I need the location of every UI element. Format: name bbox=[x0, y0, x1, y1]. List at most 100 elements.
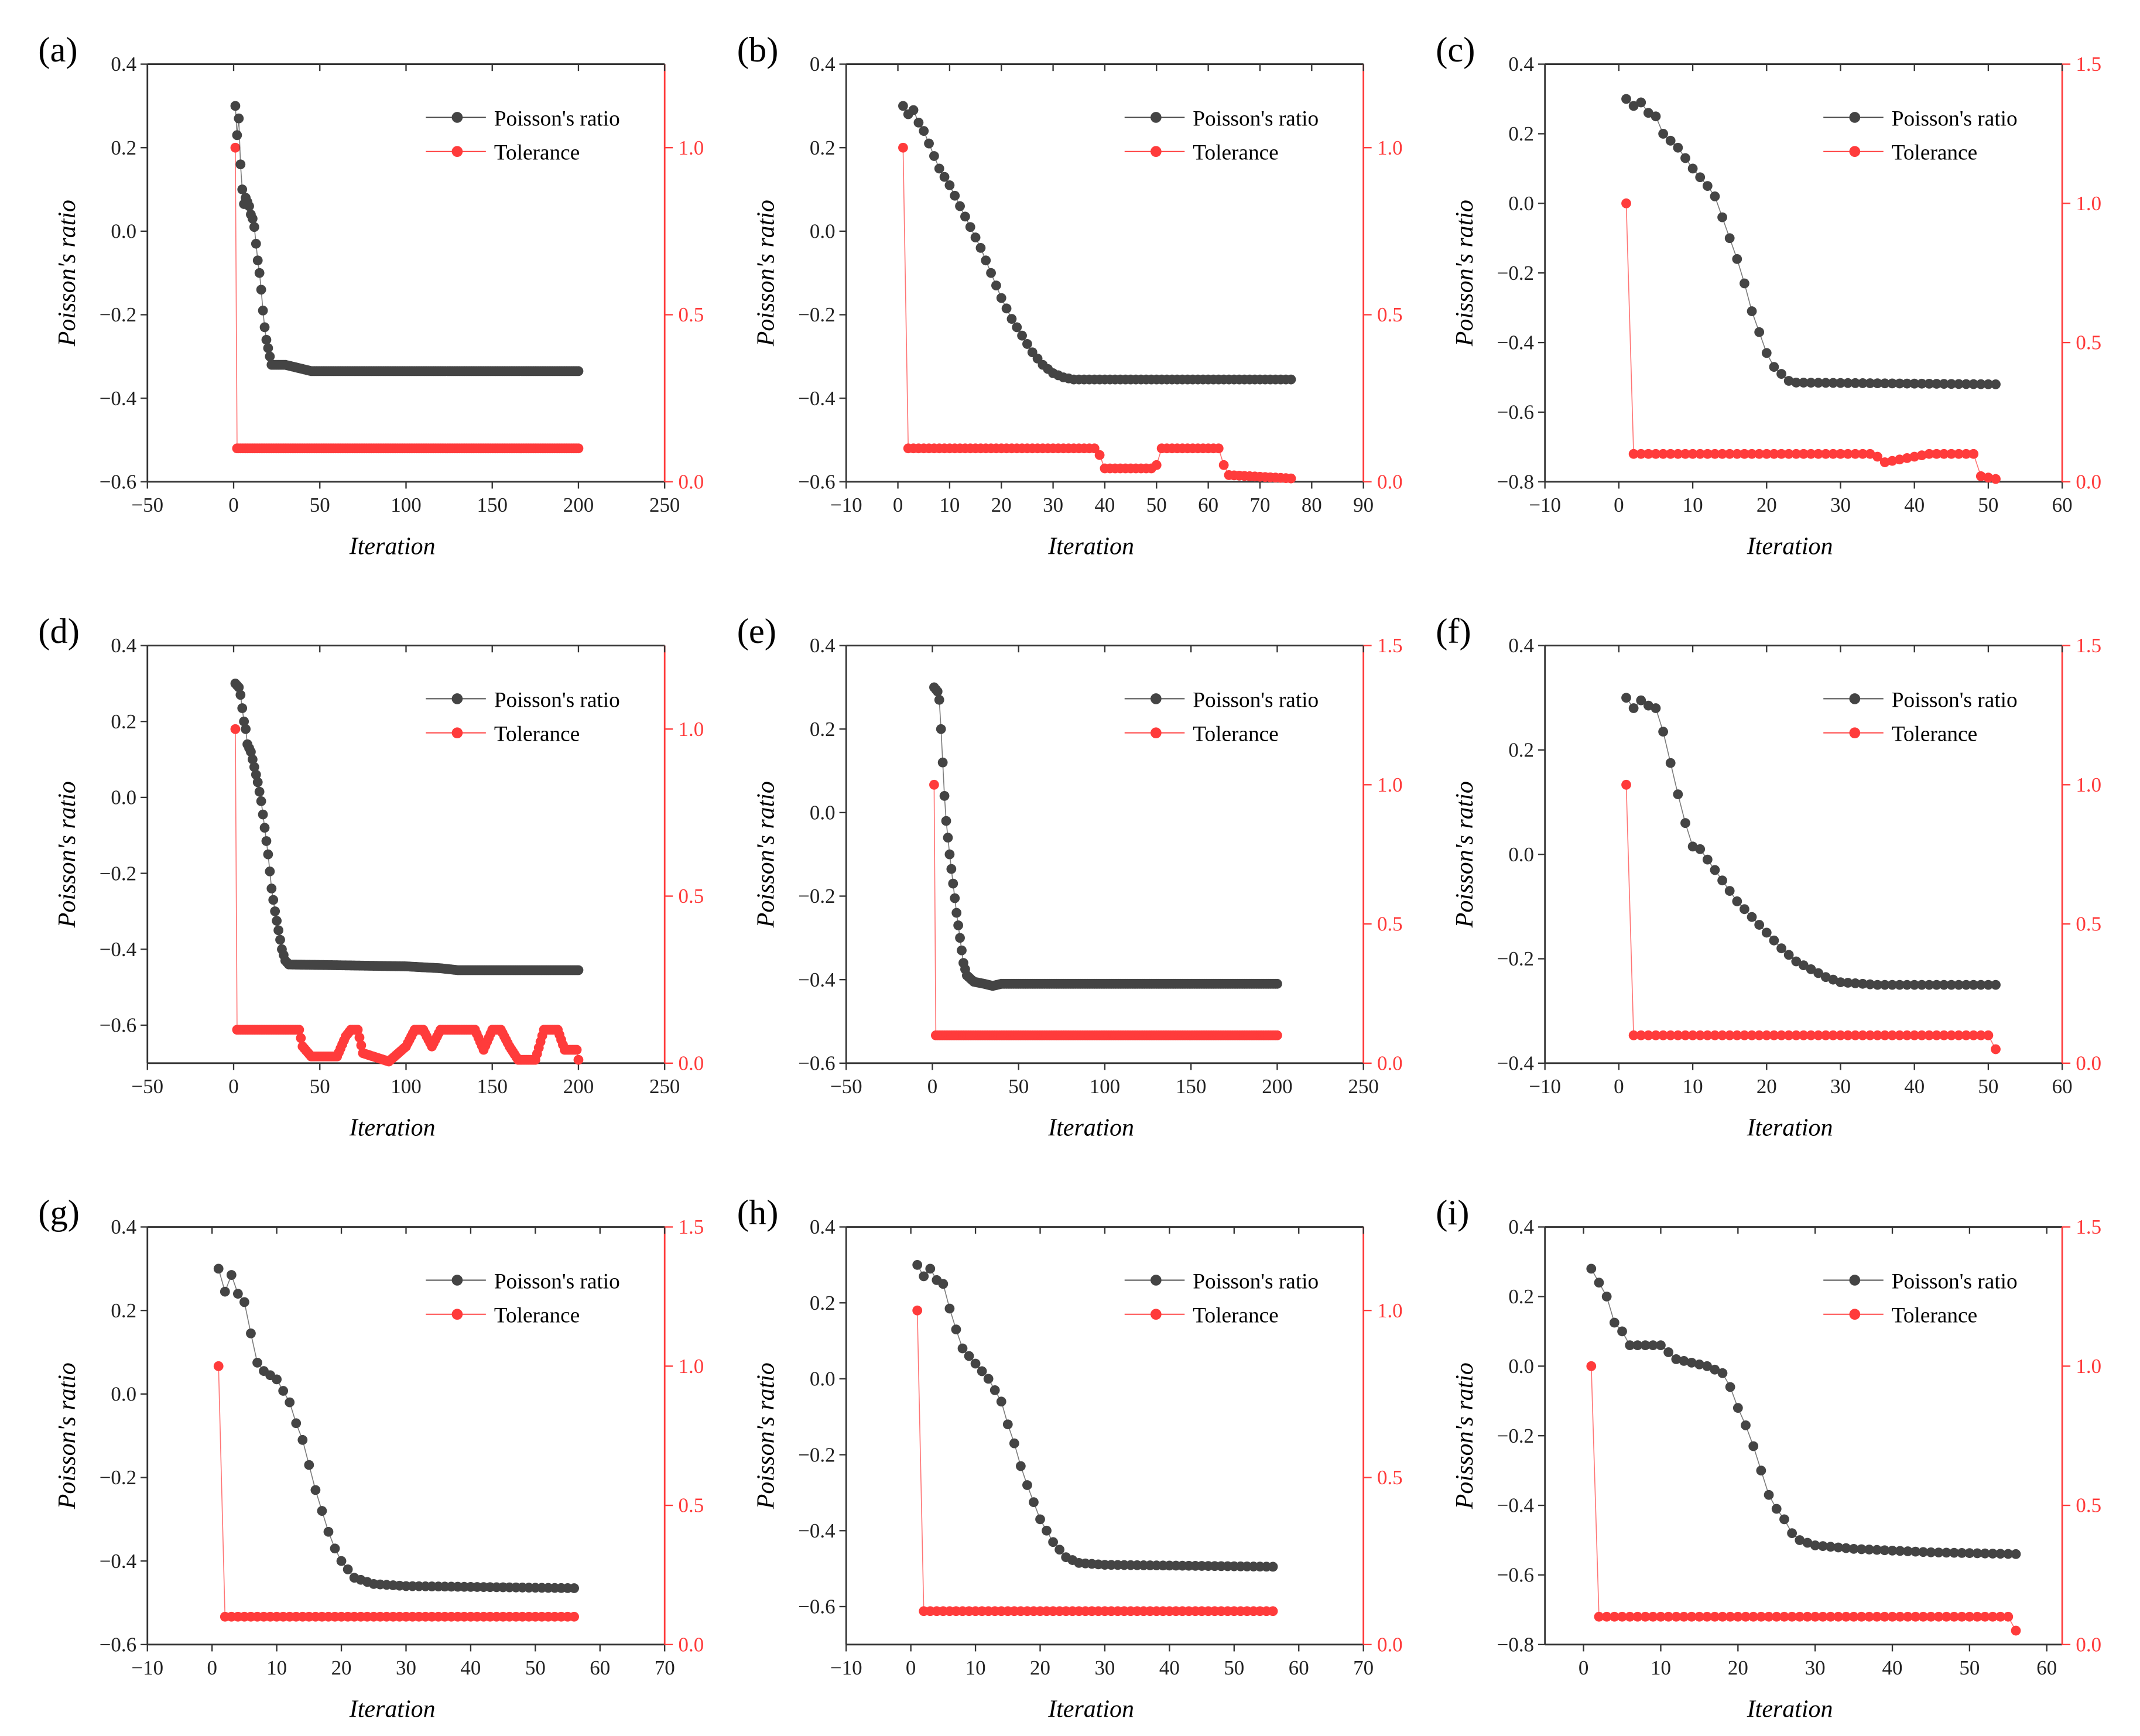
x-tick-label: 20 bbox=[1728, 1656, 1748, 1679]
y-tick-label: −0.6 bbox=[798, 470, 835, 493]
poisson-point bbox=[986, 268, 996, 278]
tolerance-point bbox=[1813, 448, 1824, 459]
tolerance-point bbox=[1636, 1030, 1646, 1040]
poisson-point bbox=[261, 836, 272, 846]
poisson-point bbox=[258, 809, 268, 820]
tolerance-point bbox=[1895, 1611, 1905, 1622]
x-tick-label: 100 bbox=[391, 494, 421, 516]
legend-tolerance: Tolerance bbox=[494, 1304, 580, 1328]
tolerance-point bbox=[1946, 448, 1957, 459]
legend-poisson: Poisson's ratio bbox=[1193, 1269, 1319, 1293]
y-tick-label: 0.0 bbox=[1508, 192, 1534, 215]
tolerance-point bbox=[1836, 1030, 1845, 1040]
tolerance-point bbox=[1787, 1611, 1797, 1622]
x-tick-label: 70 bbox=[655, 1656, 675, 1679]
y2-tick-label: 1.0 bbox=[1377, 136, 1403, 159]
x-tick-label: 150 bbox=[477, 494, 508, 516]
poisson-point bbox=[1001, 303, 1012, 314]
legend-marker bbox=[1849, 112, 1861, 123]
poisson-point bbox=[1724, 233, 1735, 244]
x-axis-title: Iteration bbox=[349, 533, 436, 560]
tolerance-point bbox=[1586, 1361, 1597, 1371]
poisson-point bbox=[1761, 927, 1772, 938]
y-tick-label: −0.4 bbox=[798, 968, 835, 991]
x-tick-label: 30 bbox=[1805, 1656, 1826, 1679]
tolerance-point bbox=[1702, 448, 1713, 459]
tolerance-point bbox=[1806, 448, 1816, 459]
x-tick-label: 60 bbox=[2036, 1656, 2057, 1679]
poisson-point bbox=[573, 366, 584, 376]
tolerance-point bbox=[1213, 443, 1224, 454]
tolerance-point bbox=[1651, 448, 1661, 459]
poisson-point bbox=[1680, 153, 1690, 163]
poisson-point bbox=[230, 101, 241, 111]
legend-poisson: Poisson's ratio bbox=[494, 1269, 620, 1293]
tolerance-point bbox=[1663, 1611, 1674, 1622]
legend-marker bbox=[1849, 1275, 1861, 1286]
poisson-point bbox=[1687, 841, 1698, 852]
tolerance-point bbox=[1903, 1611, 1913, 1622]
x-tick-label: 70 bbox=[1249, 494, 1270, 516]
poisson-point bbox=[1783, 376, 1794, 386]
tolerance-point bbox=[1857, 1030, 1868, 1040]
x-tick-label: −10 bbox=[830, 494, 862, 516]
tolerance-point bbox=[1949, 1611, 1959, 1622]
poisson-point bbox=[944, 180, 955, 190]
tolerance-point bbox=[1724, 1030, 1735, 1040]
poisson-point bbox=[939, 790, 950, 801]
poisson-point bbox=[310, 1485, 321, 1495]
poisson-point bbox=[1636, 97, 1646, 108]
poisson-point bbox=[1710, 1364, 1720, 1375]
tolerance-point bbox=[1946, 1030, 1957, 1040]
tolerance-point bbox=[1783, 448, 1794, 459]
poisson-point bbox=[981, 255, 991, 266]
y-tick-label: 0.0 bbox=[810, 802, 836, 824]
tolerance-point bbox=[1799, 448, 1809, 459]
poisson-point bbox=[1995, 1549, 2006, 1559]
tolerance-point bbox=[1902, 453, 1912, 463]
y2-tick-label: 1.0 bbox=[679, 1355, 704, 1378]
poisson-point bbox=[1887, 378, 1898, 389]
tolerance-point bbox=[1991, 1044, 2001, 1054]
y-tick-label: −0.6 bbox=[1497, 1564, 1534, 1587]
y-tick-label: 0.0 bbox=[810, 220, 836, 243]
x-tick-label: 0 bbox=[893, 494, 903, 516]
x-tick-label: 20 bbox=[1756, 1075, 1777, 1098]
y-tick-label: 0.4 bbox=[1508, 1215, 1534, 1238]
legend-tolerance: Tolerance bbox=[1193, 141, 1278, 165]
poisson-point bbox=[263, 343, 273, 353]
poisson-point bbox=[213, 1264, 224, 1274]
legend-tolerance: Tolerance bbox=[1193, 723, 1278, 747]
poisson-point bbox=[1643, 108, 1653, 118]
y2-tick-label: 0.0 bbox=[679, 470, 704, 493]
tolerance-point bbox=[1679, 1611, 1689, 1622]
x-tick-label: 40 bbox=[1904, 1075, 1925, 1098]
poisson-point bbox=[960, 211, 970, 222]
poisson-point bbox=[1673, 142, 1683, 153]
poisson-point bbox=[1717, 212, 1727, 222]
poisson-point bbox=[1663, 1347, 1674, 1357]
poisson-point bbox=[1933, 1547, 1944, 1557]
legend: Poisson's ratio Tolerance bbox=[426, 688, 620, 747]
poisson-point bbox=[938, 1279, 949, 1289]
poisson-point bbox=[265, 351, 275, 362]
poisson-point bbox=[1651, 703, 1661, 713]
poisson-point bbox=[932, 686, 943, 697]
panel-label: (a) bbox=[38, 30, 77, 70]
y2-tick-label: 1.0 bbox=[1377, 773, 1403, 796]
tolerance-point bbox=[1732, 448, 1742, 459]
poisson-point bbox=[275, 934, 285, 945]
poisson-point bbox=[1828, 974, 1838, 985]
y-axis-title: Poisson's ratio bbox=[753, 200, 780, 347]
legend-marker bbox=[1151, 1309, 1162, 1320]
legend-marker bbox=[1849, 727, 1861, 739]
y-tick-label: 0.4 bbox=[810, 634, 836, 657]
poisson-point bbox=[1820, 972, 1831, 982]
tolerance-point bbox=[1756, 1611, 1766, 1622]
tolerance-point bbox=[1695, 448, 1706, 459]
tolerance-point bbox=[1939, 1030, 1949, 1040]
poisson-point bbox=[1983, 379, 1994, 389]
poisson-point bbox=[237, 184, 248, 194]
legend-marker bbox=[1849, 693, 1861, 704]
poisson-point bbox=[336, 1556, 347, 1566]
